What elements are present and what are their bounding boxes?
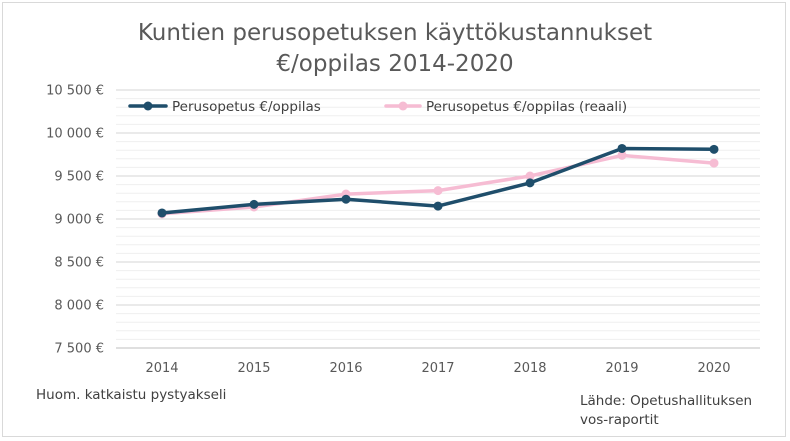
legend-label: Perusopetus €/oppilas <box>172 99 321 115</box>
chart-title-line-2: €/oppilas 2014-2020 <box>276 51 514 77</box>
source-note-line-1: Lähde: Opetushallituksen <box>580 393 753 409</box>
y-tick-label: 7 500 € <box>54 342 104 357</box>
y-tick-label: 10 000 € <box>46 127 104 142</box>
y-tick-label: 9 000 € <box>54 213 104 228</box>
data-point-0 <box>433 201 443 211</box>
chart-title: Kuntien perusopetuksen käyttökustannukse… <box>0 18 790 80</box>
axis-note: Huom. katkaistu pystyakseli <box>36 387 227 403</box>
x-tick-label: 2015 <box>237 361 270 376</box>
legend-swatch-marker <box>143 101 153 111</box>
legend-label: Perusopetus €/oppilas (reaali) <box>426 99 627 115</box>
data-point-0 <box>525 178 535 188</box>
x-tick-label: 2020 <box>697 361 730 376</box>
chart-title-line-1: Kuntien perusopetuksen käyttökustannukse… <box>137 20 653 46</box>
data-point-1 <box>525 171 535 181</box>
data-point-0 <box>709 144 719 154</box>
data-point-1 <box>433 186 443 196</box>
axes: 7 500 € 8 000 € 8 500 € 9 000 € 9 500 € 10 00… <box>46 84 760 376</box>
x-tick-label: 2014 <box>145 361 178 376</box>
x-tick-label: 2016 <box>329 361 362 376</box>
x-tick-label: 2018 <box>513 361 546 376</box>
data-point-1 <box>709 158 719 168</box>
data-point-0 <box>157 208 167 218</box>
legend: Perusopetus €/oppilas Perusopetus €/oppil… <box>128 99 627 115</box>
grid <box>116 89 760 349</box>
source-note: Lähde: Opetushallituksen vos-raportit <box>580 392 780 430</box>
source-note-line-2: vos-raportit <box>580 412 659 428</box>
x-tick-label: 2017 <box>421 361 454 376</box>
data-point-0 <box>249 199 259 209</box>
series <box>157 143 719 219</box>
y-tick-label: 8 500 € <box>54 256 104 271</box>
x-tick-label: 2019 <box>605 361 638 376</box>
y-tick-label: 8 000 € <box>54 299 104 314</box>
data-point-1 <box>617 150 627 160</box>
y-tick-label: 9 500 € <box>54 170 104 185</box>
legend-swatch-marker <box>398 101 408 111</box>
data-point-0 <box>617 143 627 153</box>
data-point-0 <box>341 194 351 204</box>
y-tick-label: 10 500 € <box>46 84 104 99</box>
